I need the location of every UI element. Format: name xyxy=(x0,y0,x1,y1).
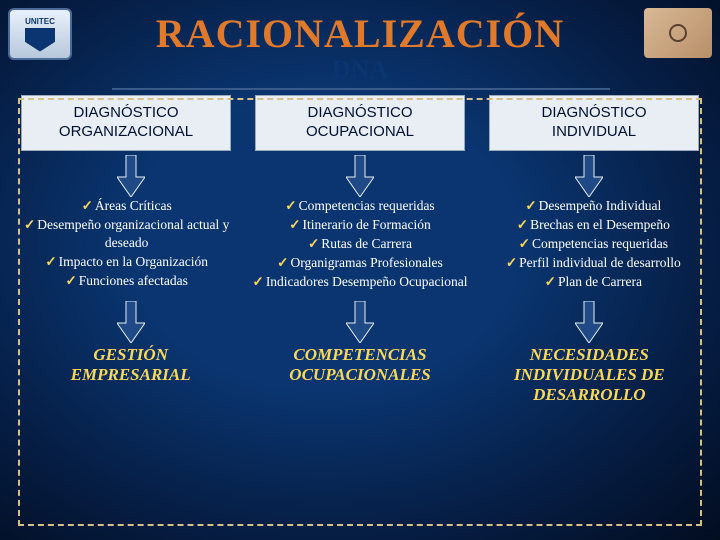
check-icon: ✓ xyxy=(45,254,56,269)
header-line: ORGANIZACIONAL xyxy=(59,123,193,140)
check-icon: ✓ xyxy=(289,217,300,232)
slide-subtitle: DNA xyxy=(0,55,720,85)
bullet-item: ✓Desempeño organizacional actual y desea… xyxy=(14,216,239,252)
check-icon: ✓ xyxy=(545,274,556,289)
check-icon: ✓ xyxy=(308,236,319,251)
bullet-item: ✓Rutas de Carrera xyxy=(247,235,472,253)
bullets-row: ✓Áreas Críticas✓Desempeño organizacional… xyxy=(0,197,720,293)
check-icon: ✓ xyxy=(65,273,76,288)
bullet-item: ✓Itinerario de Formación xyxy=(247,216,472,234)
check-icon: ✓ xyxy=(525,198,536,213)
check-icon: ✓ xyxy=(277,255,288,270)
header-box-ocupacional: DIAGNÓSTICO OCUPACIONAL xyxy=(255,95,465,151)
unitec-logo: UNITEC xyxy=(8,8,72,60)
header-line: DIAGNÓSTICO xyxy=(307,104,412,121)
bullets-col-organizacional: ✓Áreas Críticas✓Desempeño organizacional… xyxy=(14,197,239,293)
bullet-item: ✓Plan de Carrera xyxy=(481,273,706,291)
title-underline xyxy=(112,88,610,90)
bullet-item: ✓Competencias requeridas xyxy=(481,235,706,253)
bullet-item: ✓Indicadores Desempeño Ocupacional xyxy=(247,273,472,291)
check-icon: ✓ xyxy=(517,217,528,232)
down-arrow-icon xyxy=(484,301,694,343)
header-line: DIAGNÓSTICO xyxy=(541,104,646,121)
header-line: INDIVIDUAL xyxy=(552,123,636,140)
bullet-item: ✓Perfil individual de desarrollo xyxy=(481,254,706,272)
header-row: DIAGNÓSTICO ORGANIZACIONAL DIAGNÓSTICO O… xyxy=(0,85,720,151)
corner-clip-icon xyxy=(644,8,712,58)
logo-text: UNITEC xyxy=(25,17,55,26)
bullet-item: ✓Brechas en el Desempeño xyxy=(481,216,706,234)
bullets-col-ocupacional: ✓Competencias requeridas✓Itinerario de F… xyxy=(247,197,472,293)
footer-row: GESTIÓNEMPRESARIAL COMPETENCIASOCUPACION… xyxy=(0,345,720,406)
bullet-item: ✓Áreas Críticas xyxy=(14,197,239,215)
check-icon: ✓ xyxy=(24,217,35,232)
down-arrow-icon xyxy=(255,155,465,197)
logo-shield-icon xyxy=(25,28,55,52)
down-arrow-icon xyxy=(26,301,236,343)
header-line: OCUPACIONAL xyxy=(306,123,414,140)
header-line: DIAGNÓSTICO xyxy=(73,104,178,121)
down-arrow-icon xyxy=(484,155,694,197)
header-box-individual: DIAGNÓSTICO INDIVIDUAL xyxy=(489,95,699,151)
down-arrow-icon xyxy=(26,155,236,197)
check-icon: ✓ xyxy=(506,255,517,270)
bullets-col-individual: ✓Desempeño Individual✓Brechas en el Dese… xyxy=(481,197,706,293)
down-arrow-icon xyxy=(255,301,465,343)
bullet-item: ✓Funciones afectadas xyxy=(14,272,239,290)
arrow-row-top xyxy=(0,151,720,197)
bullet-item: ✓Desempeño Individual xyxy=(481,197,706,215)
check-icon: ✓ xyxy=(253,274,264,289)
check-icon: ✓ xyxy=(82,198,93,213)
arrow-row-bottom xyxy=(0,293,720,343)
header-box-organizacional: DIAGNÓSTICO ORGANIZACIONAL xyxy=(21,95,231,151)
check-icon: ✓ xyxy=(519,236,530,251)
check-icon: ✓ xyxy=(285,198,296,213)
footer-competencias: COMPETENCIASOCUPACIONALES xyxy=(245,345,474,406)
slide-title: RACIONALIZACIÓN xyxy=(0,0,720,57)
bullet-item: ✓Organigramas Profesionales xyxy=(247,254,472,272)
bullet-item: ✓Impacto en la Organización xyxy=(14,253,239,271)
bullet-item: ✓Competencias requeridas xyxy=(247,197,472,215)
footer-necesidades: NECESIDADESINDIVIDUALES DEDESARROLLO xyxy=(475,345,704,406)
footer-gestion: GESTIÓNEMPRESARIAL xyxy=(16,345,245,406)
